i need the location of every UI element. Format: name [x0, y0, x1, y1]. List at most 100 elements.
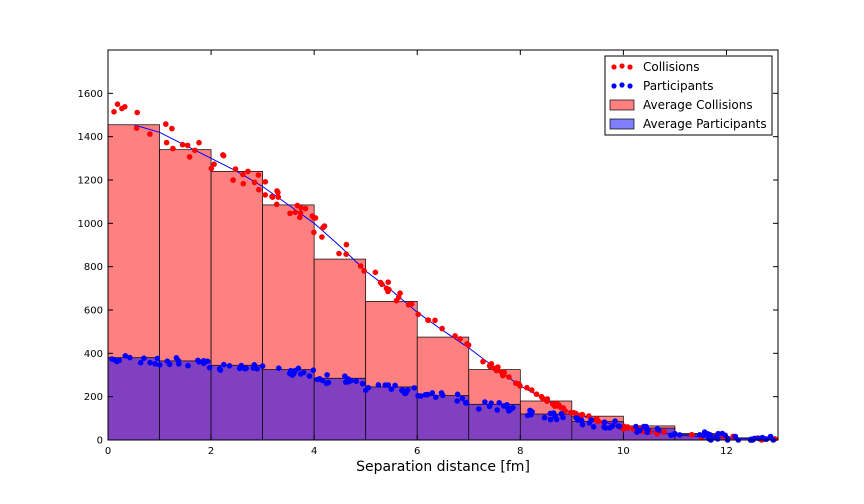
participants-point [196, 359, 202, 365]
participants-point [310, 367, 317, 374]
collisions-point [273, 201, 280, 208]
collisions-point [487, 363, 493, 370]
x-tick-label: 6 [414, 446, 420, 457]
participants-point [154, 355, 161, 362]
participants-point [476, 406, 482, 412]
x-ticks: 0 2 4 6 8 10 12 [105, 50, 733, 457]
avg-participants-bar [262, 369, 315, 441]
legend-patch [609, 99, 635, 111]
collisions-point [343, 251, 350, 257]
participants-point [496, 400, 503, 406]
participants-point [216, 366, 223, 372]
collisions-point [211, 161, 217, 167]
collisions-point [186, 154, 193, 160]
participants-point [259, 363, 266, 369]
collisions-point [480, 358, 486, 365]
participants-point [325, 379, 332, 386]
participants-point [164, 358, 171, 365]
participants-point [438, 390, 445, 396]
collisions-point [593, 415, 600, 422]
participants-point [714, 436, 721, 442]
legend-marker [611, 64, 617, 70]
collisions-point [383, 285, 390, 292]
collisions-point [689, 431, 695, 438]
participants-point [141, 355, 147, 362]
collisions-point [208, 165, 215, 172]
participants-point [254, 366, 260, 372]
participants-point [504, 404, 511, 411]
participants-point [236, 365, 243, 372]
collisions-point [297, 214, 303, 221]
collisions-point [544, 396, 551, 402]
legend-label: Average Collisions [643, 98, 753, 112]
legend-collisions: Collisions [611, 60, 700, 74]
collisions-point [275, 194, 282, 200]
participants-point [375, 382, 382, 388]
collisions-point [255, 186, 262, 193]
collisions-point [538, 393, 545, 400]
participants-point [579, 421, 586, 428]
collisions-point [302, 205, 309, 212]
participants-point [462, 400, 469, 406]
collisions-point [498, 369, 505, 375]
participants-point [590, 424, 597, 430]
collisions-point [321, 223, 328, 229]
participants-point [300, 369, 307, 376]
participants-point [616, 423, 623, 430]
collisions-point [262, 192, 269, 198]
collisions-point [465, 342, 472, 348]
collisions-point [533, 391, 540, 398]
collisions-point [517, 383, 523, 389]
collisions-point [169, 125, 175, 132]
collisions-point [336, 250, 342, 257]
collisions-point [452, 333, 458, 339]
collisions-point [184, 142, 191, 149]
collisions-point [147, 131, 153, 137]
participants-point [392, 382, 398, 389]
avg-participants-bar [159, 360, 212, 441]
collisions-point [357, 263, 364, 269]
participants-point [486, 403, 493, 410]
collisions-point [240, 180, 247, 187]
participants-point [404, 387, 411, 393]
participants-point [116, 357, 122, 364]
participants-point [607, 425, 613, 431]
bars-group [107, 124, 779, 441]
collisions-point [297, 210, 304, 216]
collisions-point [134, 109, 140, 116]
collisions-point [558, 405, 564, 411]
participants-point [672, 430, 678, 437]
legend-marker [619, 82, 625, 88]
participants-point [241, 365, 248, 372]
participants-point [433, 394, 439, 401]
collisions-point [114, 101, 121, 107]
x-tick-label: 8 [517, 446, 523, 457]
collisions-point [425, 317, 432, 324]
avg-participants-bar [107, 357, 160, 441]
participants-point [319, 377, 326, 384]
participants-point [127, 354, 133, 361]
participants-point [156, 362, 163, 368]
legend-marker [627, 83, 633, 89]
avg-participants-bar [416, 395, 470, 441]
x-tick-label: 0 [105, 446, 111, 457]
participants-point [586, 420, 593, 426]
participants-point [204, 358, 211, 365]
participants-point [547, 416, 554, 423]
collisions-point [491, 365, 498, 372]
participants-point [137, 359, 144, 366]
participants-point [221, 361, 227, 368]
collisions-point [343, 241, 350, 248]
participants-point [719, 430, 726, 437]
collisions-point [292, 209, 298, 216]
participants-point [529, 409, 535, 415]
collisions-point [133, 125, 140, 131]
participants-point [388, 386, 395, 393]
collisions-point [432, 317, 438, 324]
y-tick-label: 1400 [78, 132, 103, 143]
participants-point [292, 367, 299, 374]
participants-point [732, 433, 739, 440]
x-tick-label: 4 [311, 446, 317, 457]
collisions-point [661, 429, 667, 435]
